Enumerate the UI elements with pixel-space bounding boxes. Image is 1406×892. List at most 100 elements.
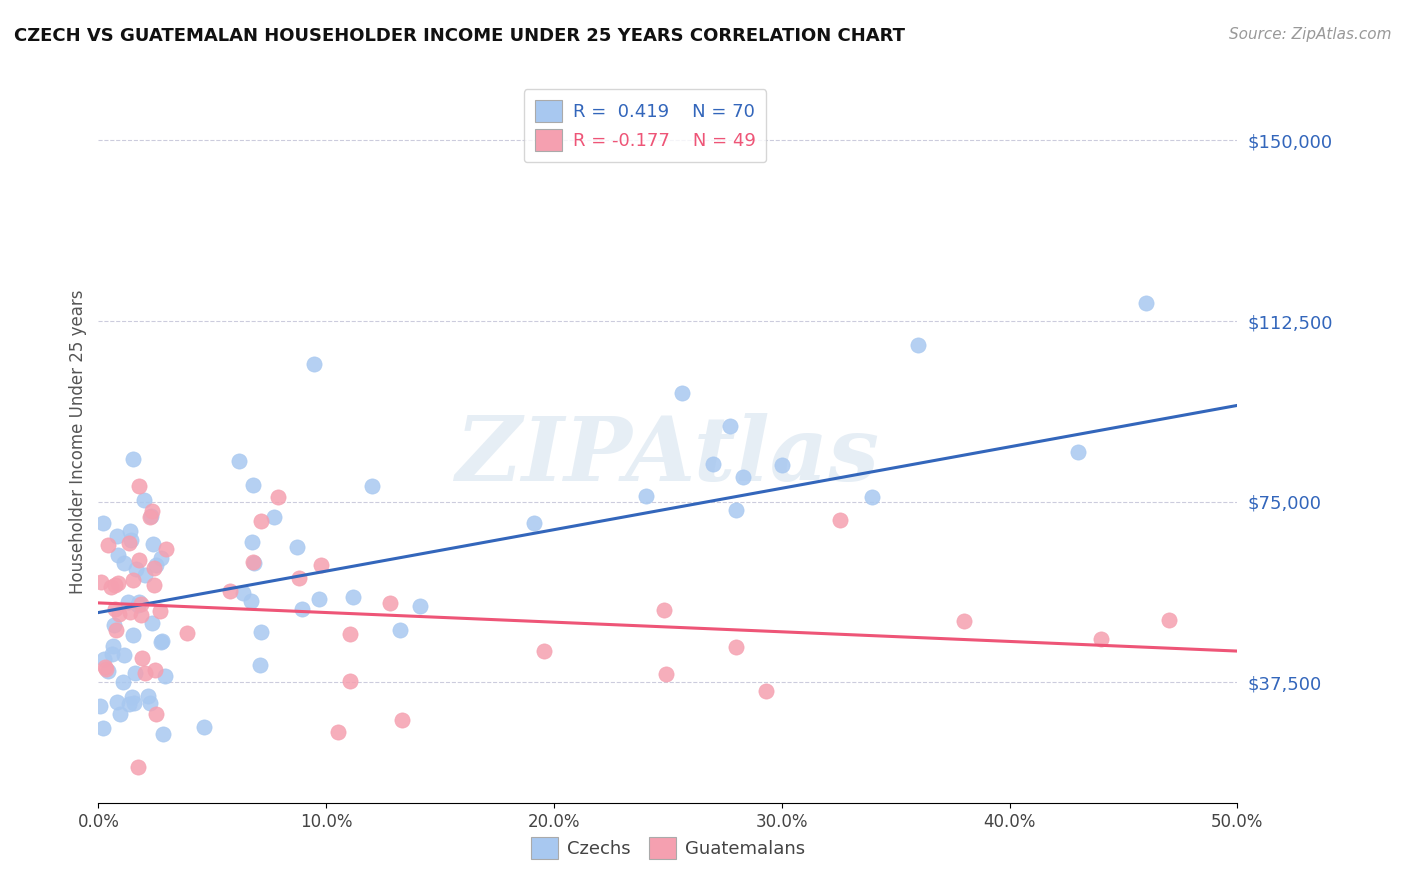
- Point: [105, 696, 128, 710]
- Point: [107, 575, 129, 590]
- Point: [380, 596, 402, 610]
- Point: [242, 555, 264, 569]
- Point: [1157, 613, 1180, 627]
- Point: [145, 706, 167, 721]
- Point: [308, 592, 330, 607]
- Point: [141, 616, 163, 631]
- Point: [249, 514, 271, 528]
- Point: [96, 664, 118, 678]
- Point: [1135, 295, 1157, 310]
- Point: [263, 510, 285, 524]
- Point: [142, 537, 165, 551]
- Point: [131, 650, 153, 665]
- Point: [108, 706, 131, 721]
- Point: [193, 720, 215, 734]
- Point: [326, 725, 349, 739]
- Point: [101, 647, 124, 661]
- Y-axis label: Householder Income Under 25 years: Householder Income Under 25 years: [69, 289, 87, 594]
- Point: [94, 662, 117, 676]
- Point: [112, 648, 135, 663]
- Point: [120, 533, 142, 547]
- Point: [240, 594, 263, 608]
- Text: Source: ZipAtlas.com: Source: ZipAtlas.com: [1229, 27, 1392, 42]
- Point: [114, 557, 136, 571]
- Point: [138, 696, 160, 710]
- Point: [339, 626, 361, 640]
- Point: [105, 623, 128, 637]
- Point: [103, 618, 125, 632]
- Point: [1090, 632, 1112, 646]
- Point: [219, 583, 242, 598]
- Legend: Czechs, Guatemalans: Czechs, Guatemalans: [523, 830, 813, 866]
- Point: [105, 529, 128, 543]
- Point: [143, 663, 166, 677]
- Point: [702, 457, 724, 471]
- Point: [240, 534, 263, 549]
- Point: [149, 551, 172, 566]
- Point: [91, 516, 114, 530]
- Point: [121, 690, 143, 705]
- Point: [725, 503, 748, 517]
- Point: [93, 659, 115, 673]
- Point: [143, 560, 166, 574]
- Point: [522, 516, 544, 530]
- Point: [770, 458, 793, 473]
- Point: [733, 469, 755, 483]
- Point: [655, 667, 678, 681]
- Point: [149, 603, 172, 617]
- Point: [533, 643, 555, 657]
- Point: [232, 586, 254, 600]
- Point: [107, 549, 129, 563]
- Point: [671, 386, 693, 401]
- Point: [125, 562, 148, 576]
- Point: [150, 633, 173, 648]
- Point: [155, 541, 177, 556]
- Point: [361, 479, 384, 493]
- Point: [339, 673, 361, 688]
- Point: [830, 513, 852, 527]
- Point: [118, 605, 141, 619]
- Point: [953, 614, 976, 628]
- Point: [128, 479, 150, 493]
- Point: [134, 568, 156, 582]
- Point: [131, 608, 153, 623]
- Point: [228, 454, 250, 468]
- Point: [1067, 445, 1090, 459]
- Point: [242, 478, 264, 492]
- Point: [139, 509, 162, 524]
- Point: [134, 492, 156, 507]
- Point: [907, 338, 929, 352]
- Point: [97, 538, 120, 552]
- Point: [134, 666, 156, 681]
- Point: [285, 540, 308, 554]
- Point: [120, 524, 142, 539]
- Point: [243, 556, 266, 570]
- Point: [117, 595, 139, 609]
- Point: [290, 602, 312, 616]
- Point: [141, 504, 163, 518]
- Point: [122, 573, 145, 587]
- Point: [127, 598, 149, 612]
- Point: [131, 597, 153, 611]
- Point: [104, 602, 127, 616]
- Point: [149, 635, 172, 649]
- Text: ZIPAtlas: ZIPAtlas: [457, 413, 879, 500]
- Point: [143, 578, 166, 592]
- Point: [122, 696, 145, 710]
- Point: [342, 590, 364, 604]
- Point: [118, 536, 141, 550]
- Text: CZECH VS GUATEMALAN HOUSEHOLDER INCOME UNDER 25 YEARS CORRELATION CHART: CZECH VS GUATEMALAN HOUSEHOLDER INCOME U…: [14, 27, 905, 45]
- Point: [121, 628, 143, 642]
- Point: [388, 623, 411, 637]
- Point: [139, 508, 162, 523]
- Point: [311, 558, 333, 572]
- Point: [145, 558, 167, 572]
- Point: [718, 419, 741, 434]
- Point: [118, 698, 141, 712]
- Point: [409, 599, 432, 613]
- Point: [89, 698, 111, 713]
- Point: [725, 640, 748, 655]
- Point: [93, 652, 115, 666]
- Point: [288, 570, 311, 584]
- Point: [124, 666, 146, 681]
